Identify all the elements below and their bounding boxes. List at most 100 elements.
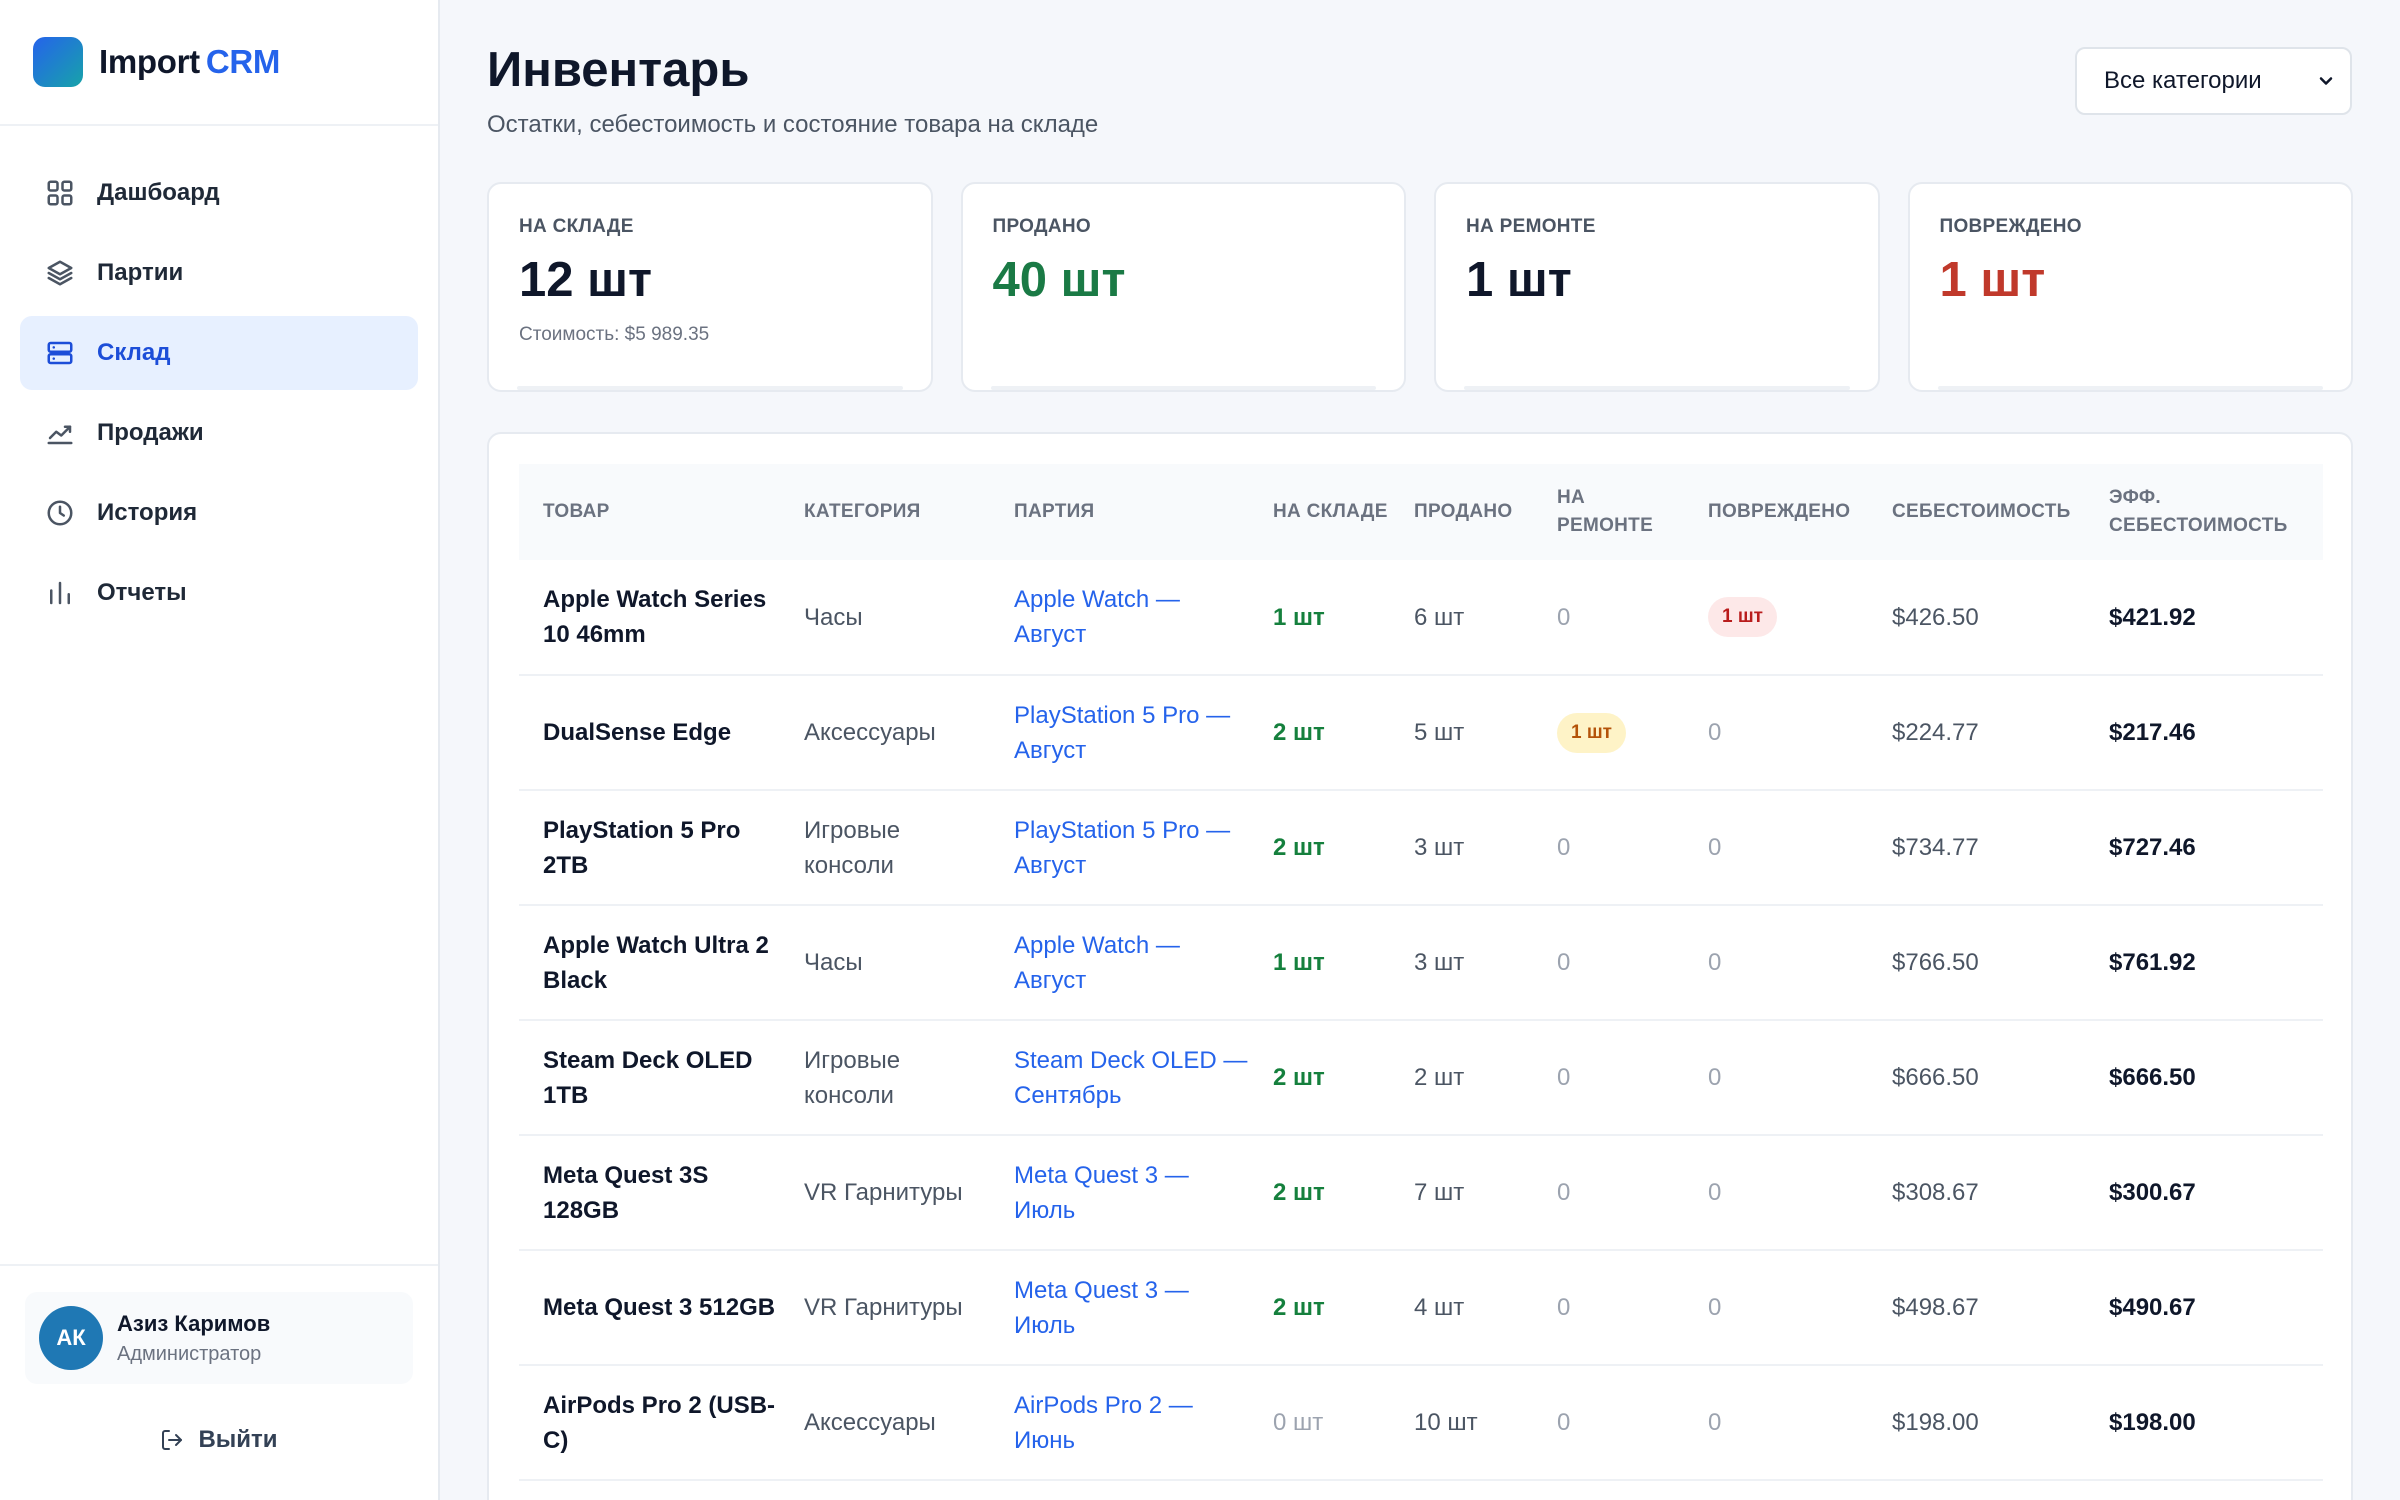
bars-icon [50,581,70,605]
cost-cell: $766.50 [1868,905,2085,1021]
sidebar-item-warehouse[interactable]: Склад [20,316,418,390]
sidebar-item-label: Отчеты [97,579,187,606]
table-header-row: ТОВАР КАТЕГОРИЯ ПАРТИЯ НА СКЛАДЕ ПРОДАНО НА Р… [519,464,2323,560]
sidebar-item-batches[interactable]: Партии [20,236,418,310]
sidebar-item-dashboard[interactable]: Дашбоард [20,156,418,230]
sold-cell: 3 шт [1390,790,1533,906]
cost-cell: $426.50 [1868,560,2085,676]
damaged-cell: 1 шт [1684,560,1868,676]
batch-link[interactable]: PlayStation 5 Pro — Август [990,790,1249,906]
stat-divider [1464,386,1850,390]
table-row[interactable]: AirPods Pro 2 (USB-C) Аксессуары AirPods P… [519,1365,2323,1481]
sold-cell: 10 шт [1390,1365,1533,1481]
stats-row: НА СКЛАДЕ 12 шт Стоимость: $5 989.35 ПРО… [487,182,2353,392]
batch-link[interactable]: Apple Watch — Август [990,905,1249,1021]
table-row[interactable]: Steam Deck OLED 1TB Игровые консоли Steam … [519,1020,2323,1136]
stat-divider [517,386,903,390]
sidebar-item-label: История [97,499,198,526]
brand[interactable]: Import CRM [0,0,438,126]
status-badge: 1 шт [1557,712,1626,753]
effective-cost-cell: $300.67 [2085,1135,2323,1251]
brand-logo [33,37,83,87]
table-row[interactable]: Apple Watch Ultra 2 Black Часы Apple Watch… [519,905,2323,1021]
damaged-cell: 0 [1684,1250,1868,1366]
category-cell: Аксессуары [780,675,990,791]
table-body: Apple Watch Series 10 46mm Часы Apple Watc… [519,560,2323,1481]
product-cell: Apple Watch Ultra 2 Black [519,905,780,1021]
column-header[interactable]: НА СКЛАДЕ [1273,501,1388,522]
column-header[interactable]: ТОВАР [543,501,610,522]
user-role: Администратор [117,1342,262,1365]
product-cell: Steam Deck OLED 1TB [519,1020,780,1136]
sold-cell: 5 шт [1390,675,1533,791]
product-cell: DualSense Edge [519,675,780,791]
sidebar: Import CRM Дашбоард Партии Склад Продажи … [0,0,440,1500]
sold-cell: 6 шт [1390,560,1533,676]
stat-value: 1 шт [1466,253,1572,307]
grid-icon [47,180,73,206]
damaged-cell: 0 [1684,1135,1868,1251]
product-cell: Apple Watch Series 10 46mm [519,560,780,676]
effective-cost-cell: $217.46 [2085,675,2323,791]
stat-card-sold: ПРОДАНО 40 шт [960,182,1406,392]
user-card[interactable]: АК Азиз Каримов Администратор [25,1292,413,1384]
damaged-cell: 0 [1684,790,1868,906]
effective-cost-cell: $421.92 [2085,560,2323,676]
column-header[interactable]: ПРОДАНО [1414,501,1513,522]
effective-cost-cell: $761.92 [2085,905,2323,1021]
table-row[interactable]: Meta Quest 3S 128GB VR Гарнитуры Meta Ques… [519,1135,2323,1251]
stat-card-in-stock: НА СКЛАДЕ 12 шт Стоимость: $5 989.35 [487,182,933,392]
batch-link[interactable]: Apple Watch — Август [990,560,1249,676]
clock-icon [47,500,73,526]
trend-icon [47,425,73,445]
table-row[interactable]: PlayStation 5 Pro 2TB Игровые консоли Play… [519,790,2323,906]
repair-cell: 0 [1533,560,1684,676]
layers-icon [47,260,73,286]
table-row[interactable]: Meta Quest 3 512GB VR Гарнитуры Meta Quest… [519,1250,2323,1366]
cost-cell: $498.67 [1868,1250,2085,1366]
column-header[interactable]: ПОВРЕЖДЕНО [1708,501,1851,522]
category-cell: VR Гарнитуры [780,1135,990,1251]
batch-link[interactable]: Meta Quest 3 — Июль [990,1250,1249,1366]
column-header[interactable]: НА РЕМОНТЕ [1557,487,1654,536]
category-cell: Часы [780,560,990,676]
sidebar-item-label: Партии [97,259,184,286]
repair-cell: 0 [1533,905,1684,1021]
batch-link[interactable]: AirPods Pro 2 — Июнь [990,1365,1249,1481]
in-stock-cell: 0 шт [1249,1365,1390,1481]
column-header[interactable]: ПАРТИЯ [1014,501,1095,522]
column-header[interactable]: ЭФФ. СЕБЕСТОИМОСТЬ [2109,487,2288,536]
category-select-value: Все категории [2104,67,2262,94]
stat-value: 12 шт [519,253,652,307]
column-header[interactable]: КАТЕГОРИЯ [804,501,921,522]
category-cell: Игровые консоли [780,1020,990,1136]
batch-link[interactable]: Meta Quest 3 — Июль [990,1135,1249,1251]
logout-icon [162,1430,183,1450]
sidebar-item-history[interactable]: История [20,476,418,550]
sidebar-item-sales[interactable]: Продажи [20,396,418,470]
effective-cost-cell: $198.00 [2085,1365,2323,1481]
batch-link[interactable]: Steam Deck OLED — Сентябрь [990,1020,1249,1136]
page-title: Инвентарь [487,43,750,97]
table-row[interactable]: DualSense Edge Аксессуары PlayStation 5 Pr… [519,675,2323,791]
stat-card-damaged: ПОВРЕЖДЕНО 1 шт [1907,182,2353,392]
category-cell: Часы [780,905,990,1021]
category-select[interactable]: Все категории [2075,47,2352,115]
in-stock-cell: 2 шт [1249,1250,1390,1366]
column-header[interactable]: СЕБЕСТОИМОСТЬ [1892,501,2071,522]
category-cell: Аксессуары [780,1365,990,1481]
logout-button[interactable]: Выйти [0,1426,438,1454]
sidebar-footer: АК Азиз Каримов Администратор Выйти [0,1264,438,1500]
cost-cell: $198.00 [1868,1365,2085,1481]
stat-label: НА СКЛАДЕ [519,216,634,237]
product-cell: PlayStation 5 Pro 2TB [519,790,780,906]
in-stock-cell: 2 шт [1249,1135,1390,1251]
sidebar-nav: Дашбоард Партии Склад Продажи История От… [0,126,438,630]
sidebar-item-reports[interactable]: Отчеты [20,556,418,630]
repair-cell: 0 [1533,1135,1684,1251]
repair-cell: 0 [1533,790,1684,906]
batch-link[interactable]: PlayStation 5 Pro — Август [990,675,1249,791]
table-row[interactable]: Apple Watch Series 10 46mm Часы Apple Watc… [519,560,2323,676]
cost-cell: $666.50 [1868,1020,2085,1136]
sold-cell: 4 шт [1390,1250,1533,1366]
